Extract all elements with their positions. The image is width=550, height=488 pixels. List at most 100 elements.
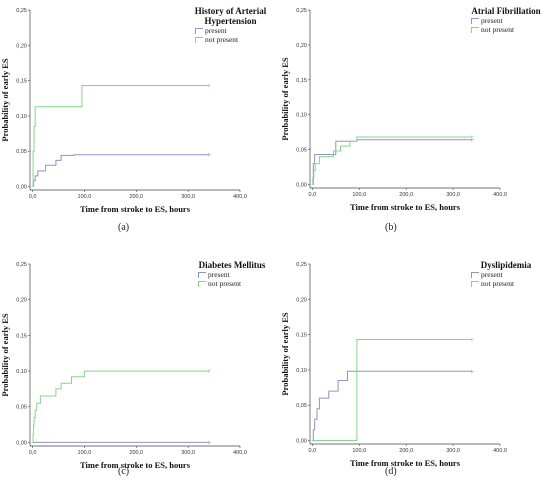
legend-swatch — [195, 27, 203, 34]
legend-item: not present — [195, 35, 268, 44]
chart-svg: 0,00 0,05 0,10 0,15 0,20 0,25 0,0 100,0 200,0 300… — [0, 262, 247, 470]
legend-swatch — [198, 280, 206, 287]
x-axis-title: Time from stroke to ES, hours — [350, 202, 461, 212]
x-tick-label: 100,0 — [352, 192, 366, 198]
legend-label: present — [205, 26, 227, 35]
y-tick-label: 0,20 — [16, 298, 27, 304]
censor-marker: + — [469, 337, 474, 344]
y-axis-title: Probability of early ES — [0, 58, 10, 141]
legend-item: not present — [471, 279, 543, 288]
legend-title: History of Arterial Hypertension — [194, 6, 267, 26]
x-tick-label: 0,0 — [29, 450, 37, 456]
y-tick-label: 0,10 — [296, 113, 307, 119]
legend-swatch — [471, 17, 479, 24]
y-tick-label: 0,20 — [16, 43, 27, 49]
y-tick-label: 0,05 — [16, 149, 27, 155]
x-tick-label: 100,0 — [352, 448, 366, 454]
legend-label: not present — [208, 279, 242, 288]
legend-item: present — [471, 16, 543, 25]
y-tick-label: 0,25 — [16, 8, 27, 14]
legend-label: present — [481, 16, 503, 25]
y-tick-label: 0,00 — [296, 183, 307, 189]
y-axis-title: Probability of early ES — [280, 57, 290, 140]
series-line-present — [32, 154, 209, 187]
y-tick-label: 0,05 — [296, 148, 307, 154]
series-line-not-present — [32, 85, 209, 187]
x-tick-label: 400,0 — [493, 448, 507, 454]
legend-swatch — [195, 36, 203, 43]
y-tick-label: 0,10 — [296, 368, 307, 374]
y-tick-label: 0,00 — [16, 184, 27, 190]
censor-marker: + — [206, 83, 211, 90]
y-tick-label: 0,05 — [296, 403, 307, 409]
legend-label: not present — [481, 25, 515, 34]
panel-caption: (c) — [118, 466, 130, 477]
legend-item: not present — [471, 25, 543, 34]
x-tick-label: 100,0 — [78, 194, 92, 200]
legend-swatch — [198, 271, 206, 278]
censor-marker: + — [206, 368, 211, 375]
y-tick-label: 0,25 — [296, 8, 307, 14]
x-axis-title: Time from stroke to ES, hours — [80, 460, 191, 470]
y-tick-label: 0,00 — [296, 438, 307, 444]
panel-caption: (b) — [385, 222, 397, 233]
y-tick-label: 0,25 — [296, 262, 307, 268]
legend-item: not present — [198, 279, 268, 288]
legend-title: Dyslipidemia — [480, 260, 532, 270]
chart-svg: 0,00 0,05 0,10 0,15 0,20 0,25 0,0 100,0 200,0 300… — [0, 8, 247, 214]
legend-swatch — [471, 280, 479, 287]
censor-marker: + — [469, 137, 474, 144]
x-tick-label: 300,0 — [446, 448, 460, 454]
panel-caption: (a) — [118, 222, 130, 233]
legend-swatch — [471, 271, 479, 278]
x-tick-label: 300,0 — [446, 192, 460, 198]
legend-title: Diabetes Mellitus — [198, 260, 266, 270]
censor-marker: + — [469, 134, 474, 141]
x-axis-title: Time from stroke to ES, hours — [80, 204, 191, 214]
y-tick-label: 0,10 — [16, 369, 27, 375]
chart-panel-d: 0,00 0,05 0,10 0,15 0,20 0,25 0,0 100,0 200,0 300… — [275, 244, 550, 488]
legend-swatch — [471, 26, 479, 33]
legend-label: not present — [205, 35, 239, 44]
x-tick-label: 200,0 — [399, 192, 413, 198]
x-tick-label: 300,0 — [181, 450, 195, 456]
x-tick-label: 400,0 — [493, 192, 507, 198]
legend-label: present — [481, 270, 503, 279]
censor-marker: + — [469, 368, 474, 375]
chart-panel-c: 0,00 0,05 0,10 0,15 0,20 0,25 0,0 100,0 200,0 300… — [0, 244, 275, 488]
y-tick-label: 0,15 — [296, 333, 307, 339]
censor-marker: + — [206, 439, 211, 446]
y-tick-label: 0,25 — [16, 262, 27, 268]
legend: Dyslipidemia present not present — [469, 260, 543, 288]
y-tick-label: 0,20 — [296, 297, 307, 303]
x-tick-label: 400,0 — [233, 450, 247, 456]
legend: Diabetes Mellitus present not present — [196, 260, 268, 288]
y-tick-label: 0,15 — [16, 79, 27, 85]
chart-svg: 0,00 0,05 0,10 0,15 0,20 0,25 0,0 100,0 200,0 300… — [280, 8, 507, 212]
series-line-not-present — [312, 339, 472, 441]
y-tick-label: 0,15 — [16, 333, 27, 339]
legend-item: present — [198, 270, 268, 279]
y-tick-label: 0,20 — [296, 43, 307, 49]
x-tick-label: 200,0 — [129, 450, 143, 456]
x-tick-label: 0,0 — [309, 192, 317, 198]
legend-label: not present — [481, 279, 515, 288]
x-tick-label: 200,0 — [399, 448, 413, 454]
y-tick-label: 0,10 — [16, 114, 27, 120]
chart-panel-b: 0,00 0,05 0,10 0,15 0,20 0,25 0,0 100,0 200,0 300… — [275, 0, 550, 244]
censor-marker: + — [206, 152, 211, 159]
x-tick-label: 400,0 — [233, 194, 247, 200]
y-axis-title: Probability of early ES — [0, 313, 10, 396]
legend: History of Arterial Hypertension present n… — [193, 6, 268, 44]
legend-label: present — [208, 270, 230, 279]
x-tick-label: 100,0 — [78, 450, 92, 456]
panel-caption: (d) — [385, 466, 397, 477]
series-line-not-present — [32, 370, 209, 443]
y-tick-label: 0,00 — [16, 440, 27, 446]
series-line-not-present — [312, 136, 472, 185]
x-axis-title: Time from stroke to ES, hours — [350, 458, 461, 468]
x-tick-label: 0,0 — [29, 194, 37, 200]
y-axis-title: Probability of early ES — [280, 312, 290, 395]
x-tick-label: 0,0 — [309, 448, 317, 454]
x-tick-label: 300,0 — [181, 194, 195, 200]
